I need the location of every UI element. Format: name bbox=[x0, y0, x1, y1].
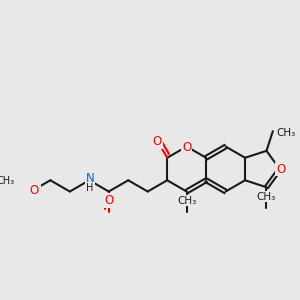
Text: O: O bbox=[152, 135, 162, 148]
Text: CH₃: CH₃ bbox=[276, 128, 296, 138]
Text: O: O bbox=[276, 163, 285, 176]
Text: N: N bbox=[86, 172, 94, 185]
Text: CH₃: CH₃ bbox=[0, 176, 14, 186]
Text: CH₃: CH₃ bbox=[177, 196, 196, 206]
Text: O: O bbox=[104, 194, 113, 207]
Text: O: O bbox=[182, 141, 191, 154]
Text: O: O bbox=[29, 184, 38, 197]
Text: CH₃: CH₃ bbox=[257, 192, 276, 202]
Text: H: H bbox=[86, 183, 94, 193]
